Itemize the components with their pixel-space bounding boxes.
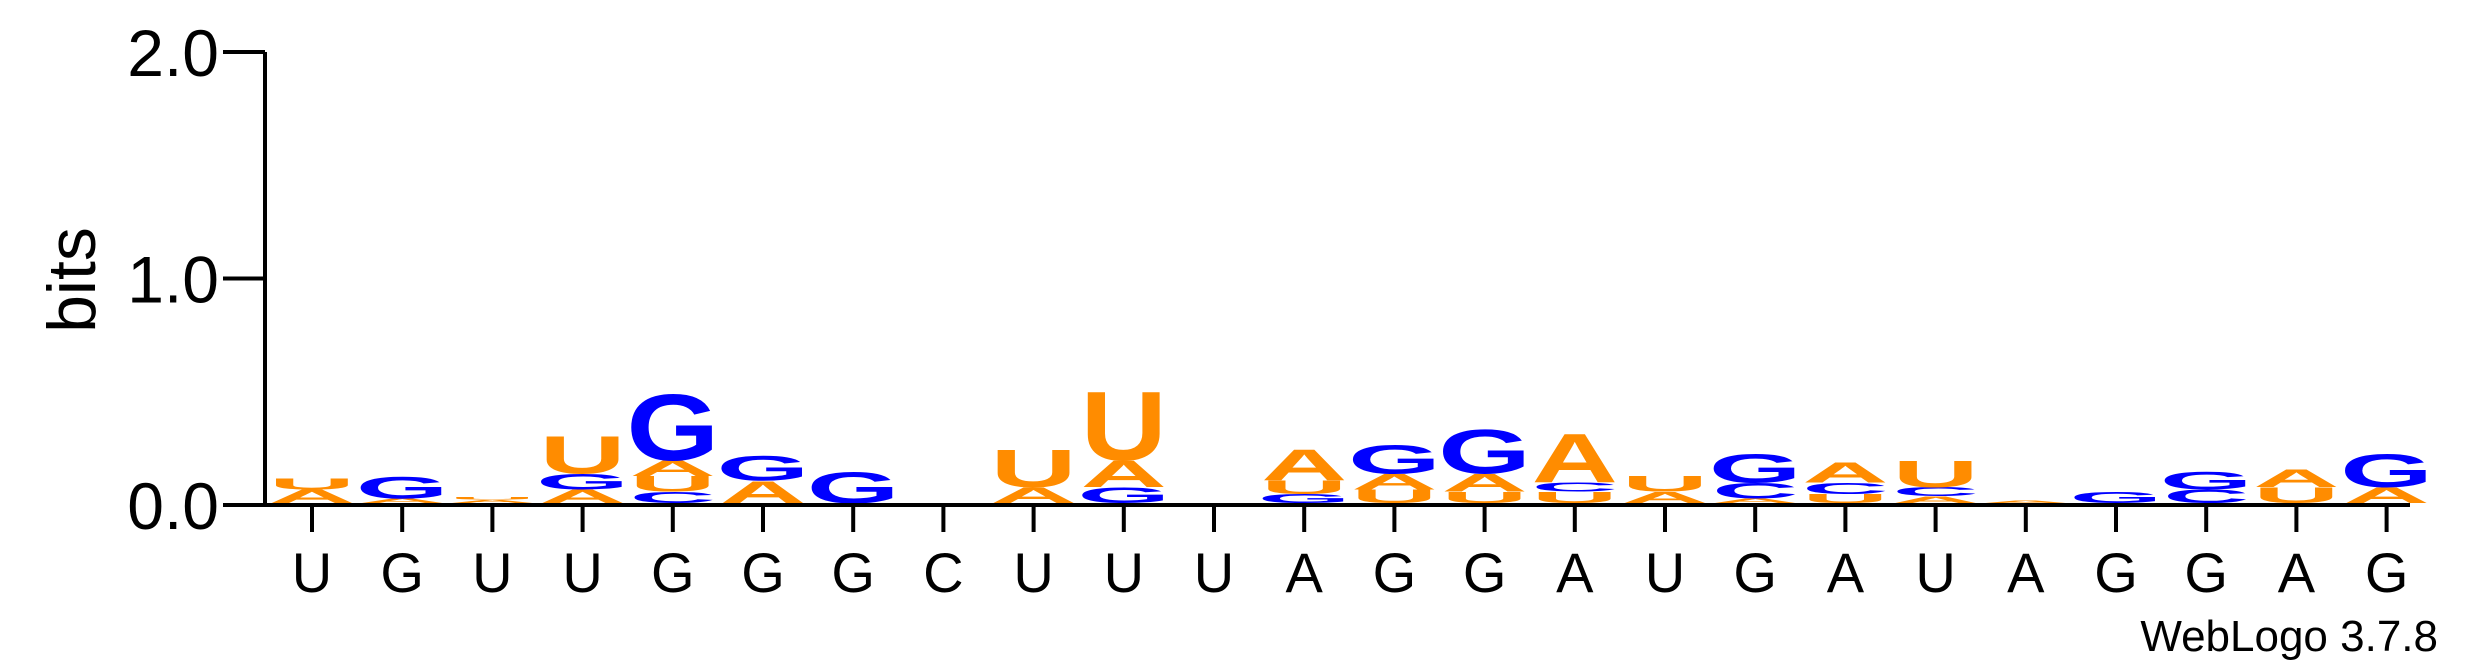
logo-letter-C: C	[1712, 479, 1798, 504]
logo-letter-U: U	[269, 475, 355, 493]
x-tick-label: A	[2007, 541, 2045, 604]
logo-letter-G: G	[1438, 417, 1531, 488]
logo-letter-A: A	[1622, 489, 1708, 507]
logo-letter-A: A	[1081, 453, 1167, 495]
logo-letter-C: C	[1802, 480, 1888, 498]
logo-letter-U: U	[990, 438, 1076, 498]
x-tick-label: G	[1373, 541, 1417, 604]
weblogo-version: WebLogo 3.7.8	[2140, 612, 2438, 661]
logo-letter-A: A	[1351, 470, 1437, 495]
y-tick-label: 1.0	[127, 243, 219, 317]
logo-letter-C: C	[1532, 480, 1618, 494]
logo-letter-A: A	[1261, 441, 1347, 491]
x-tick-label: U	[1645, 541, 1685, 604]
logo-letter-G: G	[536, 470, 629, 495]
logo-letter-A: A	[449, 499, 535, 504]
x-tick-label: G	[741, 541, 785, 604]
x-tick-label: G	[831, 541, 875, 604]
logo-letter-C: C	[630, 489, 716, 507]
logo-letter-A: A	[2253, 465, 2339, 493]
y-tick-label: 2.0	[127, 16, 219, 90]
x-tick-label: A	[1286, 541, 1324, 604]
logo-letter-U: U	[1802, 492, 1888, 506]
logo-letter-U: U	[1081, 372, 1167, 481]
x-tick-label: G	[2365, 541, 2409, 604]
logo-letter-U: U	[630, 472, 716, 497]
y-ticks: 0.0 1.0 2.0	[127, 16, 265, 543]
x-tick-label: U	[562, 541, 602, 604]
logo-letter-G: G	[1258, 492, 1351, 506]
logo-letter-U: U	[1351, 486, 1437, 507]
y-axis-label: bits	[34, 227, 110, 333]
logo-letter-U: U	[1261, 477, 1347, 498]
x-tick-label: G	[1733, 541, 1777, 604]
x-tick-label: G	[651, 541, 695, 604]
logo-letter-A: A	[269, 486, 355, 507]
logo-letter-U: U	[449, 497, 535, 501]
x-tick-label: U	[1013, 541, 1053, 604]
x-tick-label: G	[380, 541, 424, 604]
logo-letter-G: G	[356, 470, 449, 505]
logo-letter-G: G	[1709, 445, 1802, 491]
logo-letter-G: G	[2160, 467, 2253, 495]
x-tick-label: A	[2278, 541, 2316, 604]
logo-letter-G: G	[2340, 445, 2433, 498]
y-tick-label: 0.0	[127, 469, 219, 543]
logo-letter-A: A	[359, 497, 445, 504]
logo-letter-G: G	[1348, 436, 1441, 482]
x-tick-label: U	[472, 541, 512, 604]
x-tick-label: G	[2094, 541, 2138, 604]
logo-letter-U: U	[1441, 489, 1527, 507]
logo-letter-U: U	[1622, 472, 1708, 497]
logo-letter-U: U	[539, 425, 625, 485]
x-tick-label: U	[292, 541, 332, 604]
x-tick-label: C	[923, 541, 963, 604]
logo-letter-A: A	[539, 486, 625, 507]
x-tick-label: A	[1827, 541, 1865, 604]
logo-letter-C: C	[2163, 486, 2249, 507]
logo-letter-U: U	[1892, 453, 1978, 495]
logo-letter-A: A	[1892, 494, 1978, 505]
x-tick-label: G	[1463, 541, 1507, 604]
x-tick-label: A	[1556, 541, 1594, 604]
logo-letter-A: A	[1802, 457, 1888, 489]
logo-letter-G: G	[2070, 489, 2163, 507]
logo-letter-A: A	[1441, 469, 1527, 497]
logo-letter-A: A	[1712, 497, 1798, 504]
logo-letter-C: C	[1892, 485, 1978, 499]
x-tick-label: U	[1104, 541, 1144, 604]
x-tick-label: U	[1915, 541, 1955, 604]
logo-letter-G: G	[626, 374, 719, 480]
logo-letter-G: G	[717, 449, 810, 488]
logo-letter-A: A	[630, 456, 716, 481]
logo-letter-A: A	[1983, 500, 2069, 504]
x-tick-label: U	[1194, 541, 1234, 604]
logo-letter-U: U	[1532, 489, 1618, 507]
logo-letter-A: A	[1532, 420, 1618, 498]
x-tick-label: G	[2184, 541, 2228, 604]
